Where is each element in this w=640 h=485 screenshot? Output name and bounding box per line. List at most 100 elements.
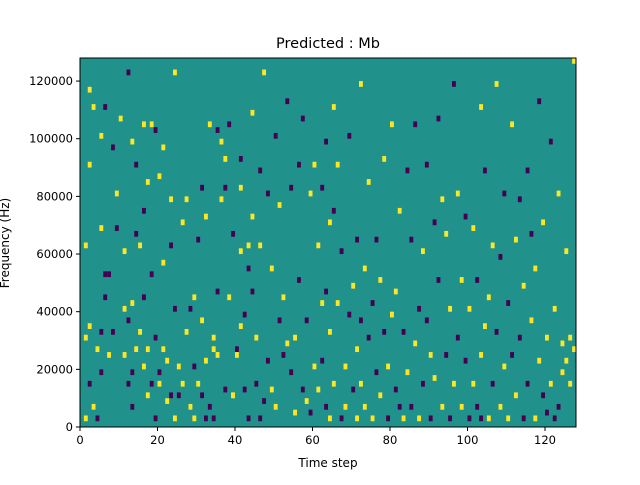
heatmap-cell: [304, 317, 309, 324]
heatmap-cell: [99, 369, 104, 376]
heatmap-cell: [266, 190, 270, 197]
heatmap-cell: [204, 415, 208, 422]
heatmap-cell: [161, 144, 166, 151]
heatmap-cell: [165, 398, 170, 404]
x-tick-label: 0: [76, 433, 83, 447]
heatmap-cell: [355, 346, 360, 353]
heatmap-cell: [87, 161, 92, 168]
heatmap-cell: [126, 69, 131, 76]
heatmap-cell: [238, 156, 243, 162]
heatmap-cell: [107, 352, 112, 358]
heatmap-cell: [250, 213, 255, 220]
heatmap-cell: [533, 415, 538, 422]
heatmap-cell: [200, 392, 205, 399]
heatmap-cell: [173, 305, 177, 312]
heatmap-cell: [390, 121, 394, 128]
heatmap-cell: [169, 242, 174, 249]
heatmap-cell: [130, 300, 135, 306]
heatmap-cell: [355, 236, 360, 243]
heatmap-cell: [494, 81, 499, 87]
heatmap-cell: [134, 161, 139, 168]
heatmap-cell: [91, 403, 96, 410]
heatmap-cell: [572, 346, 577, 353]
heatmap-cell: [219, 138, 224, 145]
heatmap-cell: [413, 340, 418, 347]
plot-frame: [79, 57, 577, 428]
heatmap-cell: [393, 386, 398, 393]
y-tick-label: 40000: [36, 305, 73, 319]
heatmap-cell: [347, 311, 352, 318]
heatmap-cell: [130, 369, 135, 376]
heatmap-cell: [114, 225, 119, 231]
heatmap-cell: [440, 196, 445, 203]
heatmap-cell: [362, 403, 367, 410]
heatmap-cell: [103, 294, 108, 301]
heatmap-cell: [479, 415, 484, 422]
heatmap-cell: [328, 415, 332, 422]
x-tick-label: 20: [150, 433, 165, 447]
heatmap-cell: [452, 380, 456, 387]
heatmap-cell: [494, 328, 499, 335]
x-tick-label: 100: [457, 433, 479, 447]
heatmap-cell: [277, 317, 282, 324]
heatmap-cell: [207, 121, 212, 128]
heatmap-cell: [238, 248, 243, 255]
heatmap-cell: [99, 132, 104, 139]
heatmap-cell: [242, 311, 247, 318]
heatmap-cell: [359, 380, 363, 387]
heatmap-cell: [192, 415, 197, 422]
heatmap-cell: [211, 346, 216, 353]
heatmap-cell: [409, 236, 414, 243]
heatmap-cell: [188, 403, 193, 410]
heatmap-cell: [289, 369, 294, 376]
heatmap-cell: [142, 207, 146, 214]
heatmap-cell: [545, 409, 549, 416]
heatmap-cell: [351, 386, 356, 393]
heatmap-cell: [448, 305, 453, 312]
heatmap-cell: [479, 352, 484, 358]
heatmap-cell: [258, 167, 263, 174]
heatmap-cell: [556, 190, 561, 197]
heatmap-cell: [114, 190, 119, 197]
heatmap-cell: [273, 132, 278, 139]
heatmap-cell: [312, 363, 317, 370]
heatmap-cell: [424, 317, 429, 324]
heatmap-cell: [103, 104, 108, 110]
heatmap-cell: [560, 369, 565, 376]
heatmap-cell: [355, 415, 360, 422]
heatmap-cell: [281, 352, 286, 358]
heatmap-cell: [83, 334, 88, 341]
heatmap-cell: [366, 179, 371, 185]
heatmap-cell: [169, 392, 174, 399]
heatmap-cell: [192, 363, 197, 370]
heatmap-cell: [463, 213, 468, 220]
heatmap-cell: [83, 415, 88, 422]
heatmap-cell: [231, 230, 236, 237]
heatmap-cell: [331, 380, 336, 387]
heatmap-cell: [529, 230, 534, 237]
y-tick-label: 60000: [36, 247, 73, 261]
heatmap-cell: [142, 121, 146, 128]
heatmap-cell: [475, 403, 480, 410]
heatmap-cell: [459, 277, 464, 283]
heatmap-cell: [130, 403, 135, 410]
heatmap-cell: [490, 380, 495, 387]
heatmap-cell: [304, 398, 309, 404]
heatmap-cell: [300, 115, 305, 122]
heatmap-cell: [517, 334, 522, 341]
heatmap-cell: [107, 271, 112, 278]
heatmap-cell: [320, 300, 325, 306]
heatmap-cell: [200, 317, 205, 324]
heatmap-cell: [153, 127, 158, 133]
heatmap-cell: [424, 161, 429, 168]
heatmap-cell: [219, 196, 224, 203]
heatmap-cell: [149, 121, 154, 128]
heatmap-cell: [308, 409, 313, 416]
heatmap-cell: [250, 109, 255, 116]
heatmap-cell: [343, 403, 348, 410]
x-axis: 0 20 40 60 80 100 120: [76, 427, 556, 447]
heatmap-cell: [347, 132, 352, 139]
heatmap-cell: [204, 357, 208, 364]
y-tick-label: 20000: [36, 362, 73, 376]
heatmap-cell: [176, 392, 181, 399]
